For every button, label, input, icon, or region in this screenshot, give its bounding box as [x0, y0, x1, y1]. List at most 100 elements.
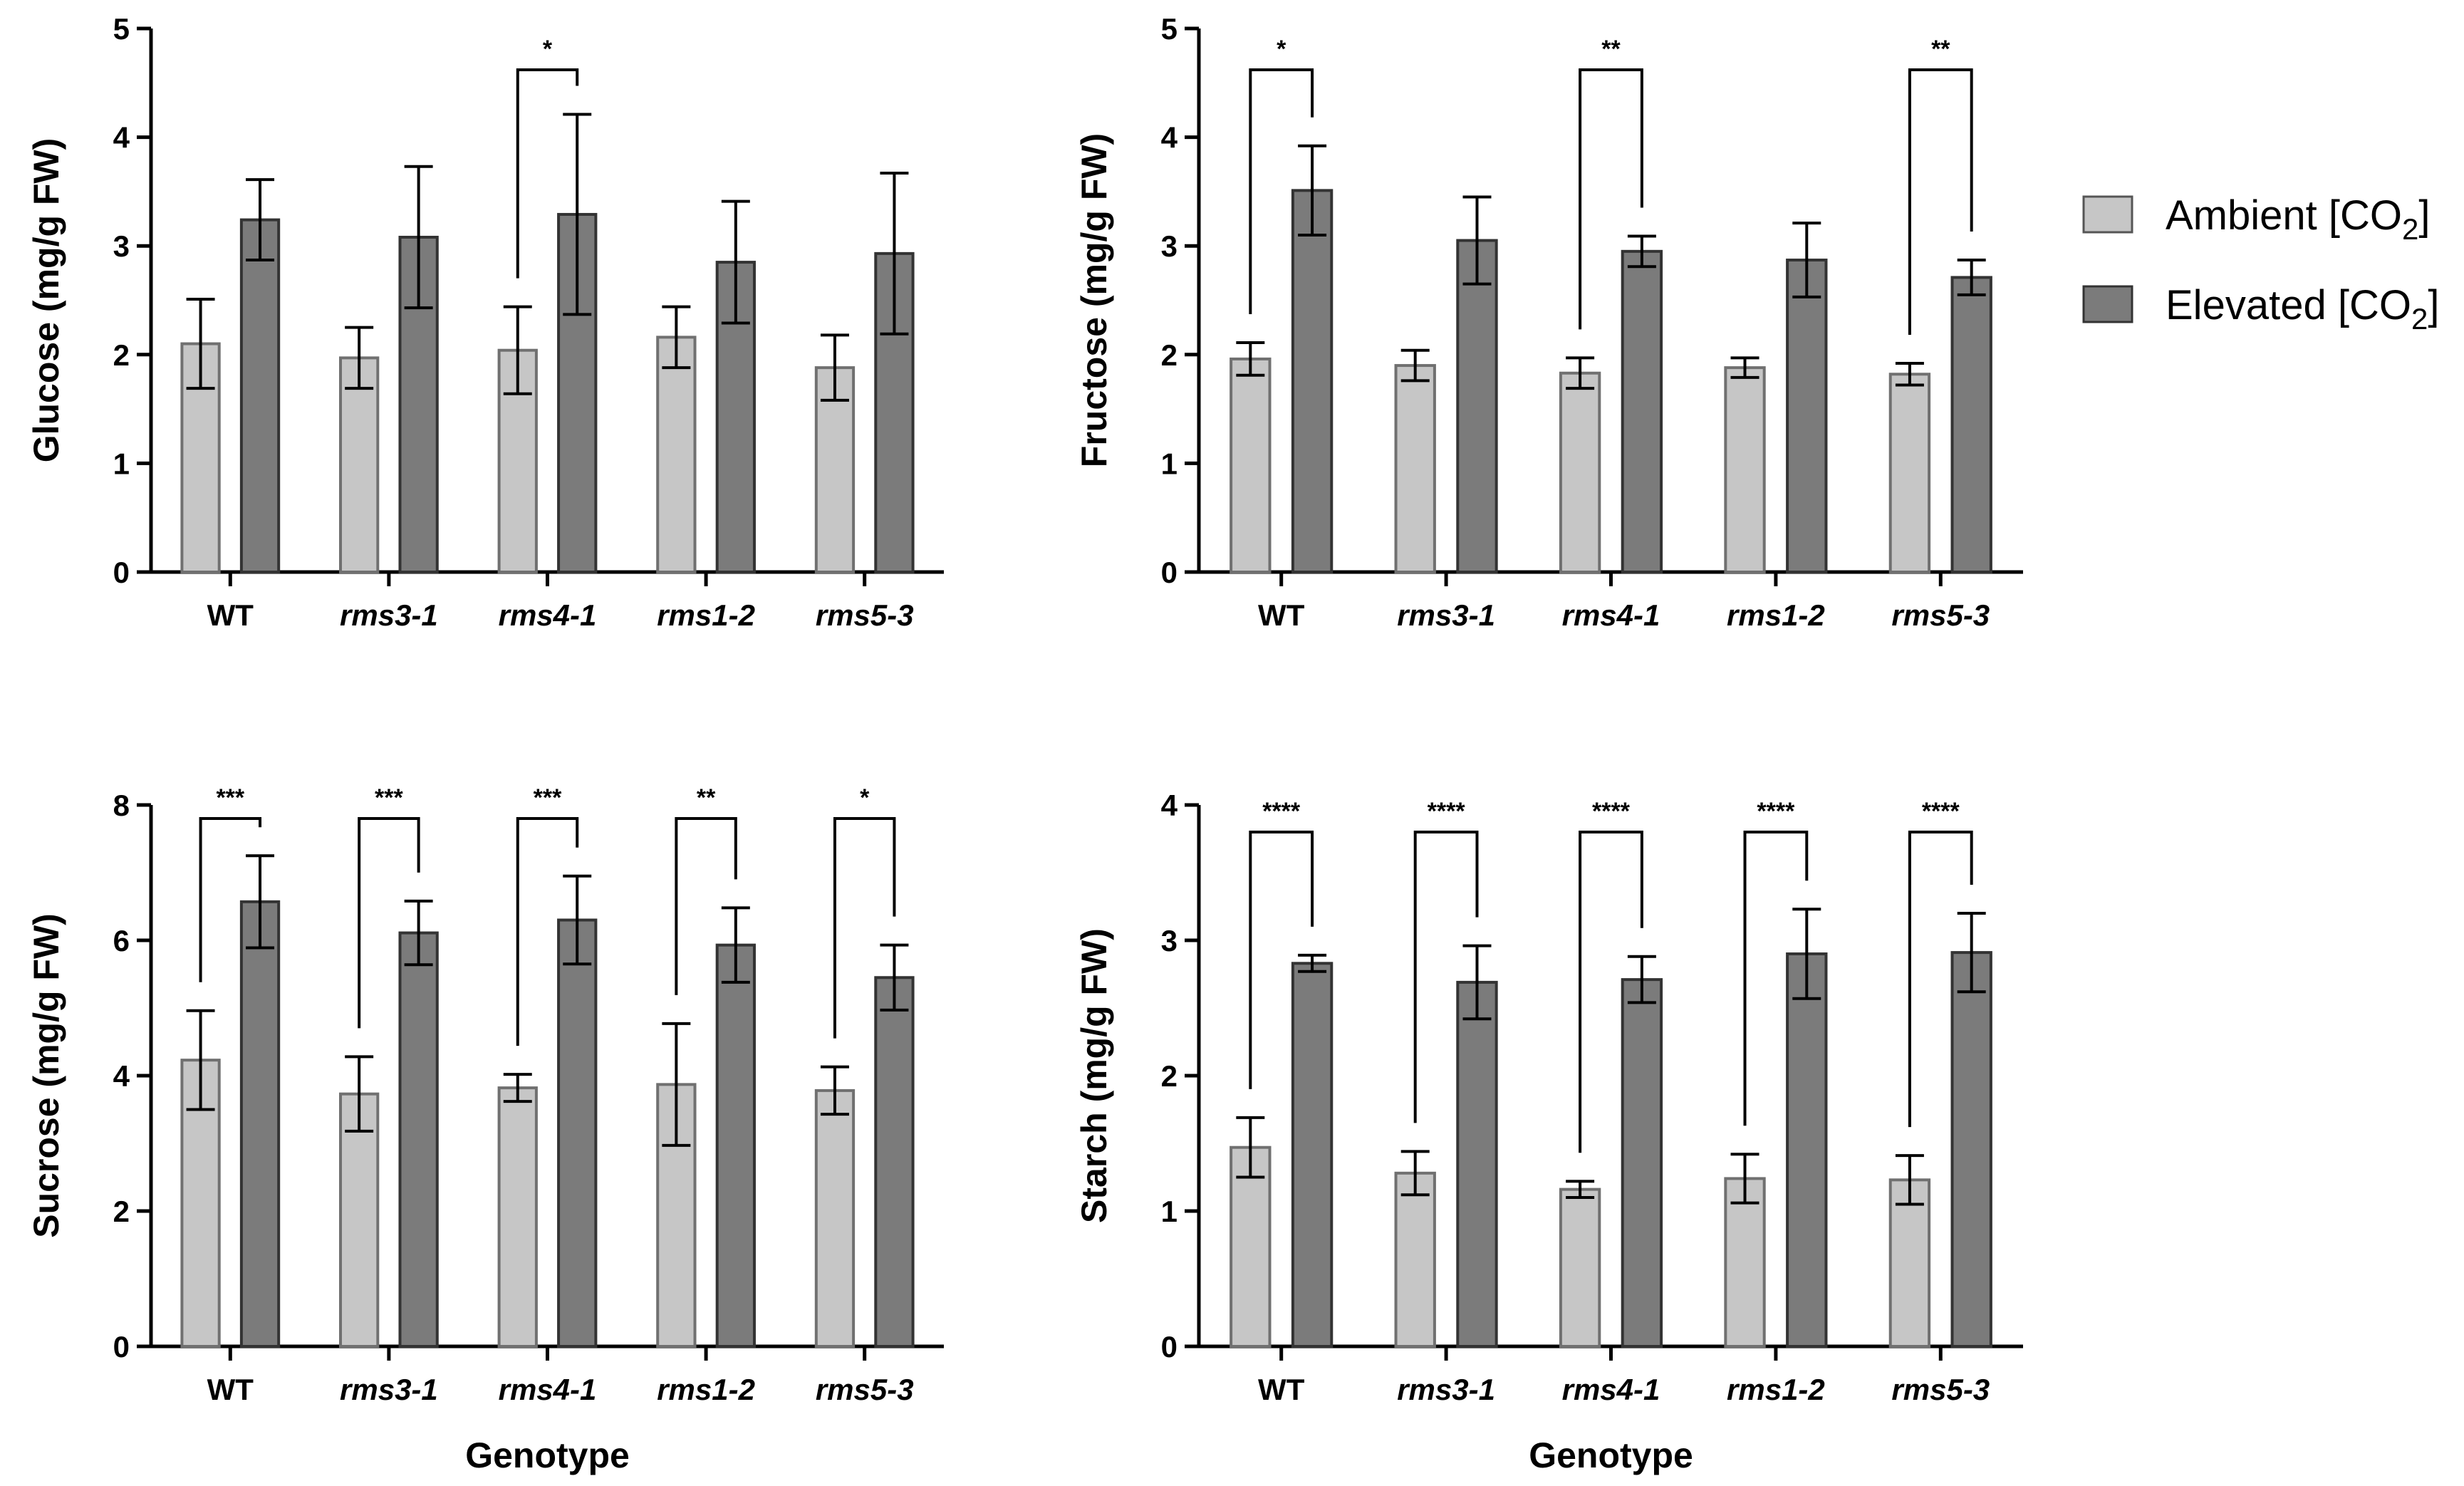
bar-elevated: [874, 976, 915, 1348]
x-tick-label: rms5-3: [1891, 1373, 1990, 1406]
y-tick-label: 5: [1161, 12, 1178, 46]
x-tick-label: WT: [1258, 1373, 1305, 1406]
bar-ambient: [1559, 371, 1601, 573]
x-tick-label: WT: [1258, 598, 1305, 632]
y-axis-label: Fructose (mg/g FW): [1074, 133, 1114, 467]
significance-label: ***: [534, 784, 562, 811]
bar-ambient: [814, 1088, 856, 1349]
x-tick-label: rms5-3: [816, 1373, 914, 1406]
significance-bracket: [1579, 831, 1643, 1153]
x-tick-label: rms3-1: [1397, 598, 1495, 632]
y-tick-label: 8: [113, 789, 130, 822]
x-tick-label: rms5-3: [816, 598, 914, 632]
bar-elevated: [239, 900, 281, 1348]
panel-starch: 0 1 2 3 4 Starch (mg/g FW) Genotype WT **** rms3-…: [1074, 789, 2023, 1475]
significance-bracket: [199, 817, 262, 982]
significance-label: ****: [1428, 798, 1466, 825]
significance-label: **: [697, 784, 716, 811]
bar-ambient: [1888, 373, 1931, 573]
legend: Ambient [CO2] Elevated [CO2]: [2082, 192, 2439, 336]
significance-bracket: [1908, 831, 1973, 1128]
significance-label: ***: [375, 784, 403, 811]
bar-elevated: [1786, 952, 1828, 1348]
y-tick-label: 2: [113, 338, 130, 372]
x-tick-label: rms4-1: [499, 1373, 597, 1406]
significance-label: ****: [1262, 798, 1301, 825]
bar-ambient: [339, 1092, 380, 1349]
bar-ambient: [1230, 357, 1272, 573]
significance-bracket: [516, 817, 579, 1046]
y-tick-label: 3: [1161, 229, 1178, 263]
significance-label: **: [1601, 36, 1621, 63]
legend-label-ambient: Ambient [CO2]: [2166, 192, 2430, 246]
significance-bracket: [358, 817, 420, 1029]
significance-label: ***: [216, 784, 244, 811]
legend-swatch-elevated: [2082, 285, 2133, 323]
bar-elevated: [1621, 978, 1663, 1348]
significance-bracket: [833, 817, 896, 1039]
bar-elevated: [1291, 189, 1334, 573]
bar-ambient: [1394, 364, 1436, 573]
y-tick-label: 3: [113, 229, 130, 263]
significance-label: *: [1277, 36, 1286, 63]
y-tick-label: 2: [1161, 338, 1178, 372]
bar-ambient: [1230, 1145, 1272, 1348]
y-tick-label: 6: [113, 924, 130, 957]
bar-ambient: [339, 356, 380, 573]
significance-bracket: [1579, 68, 1643, 330]
bar-elevated: [1456, 239, 1498, 573]
bar-ambient: [1559, 1188, 1601, 1348]
y-tick-label: 4: [113, 121, 130, 155]
bar-ambient: [1724, 366, 1766, 573]
y-tick-label: 3: [1161, 924, 1178, 957]
x-axis-title: Genotype: [465, 1435, 630, 1475]
bar-elevated: [1786, 259, 1828, 573]
y-tick-label: 4: [1161, 121, 1178, 155]
bar-elevated: [715, 943, 756, 1348]
y-tick-label: 0: [113, 1330, 130, 1363]
panel-glucose: 0 1 2 3 4 5 Glucose (mg/g FW) WT rms3-1 rms4-1 * rm…: [26, 12, 944, 632]
bar-ambient: [497, 1086, 538, 1348]
significance-bracket: [1743, 831, 1809, 1126]
bar-elevated: [398, 931, 439, 1349]
legend-swatch-ambient: [2082, 195, 2133, 234]
bar-ambient: [814, 366, 856, 573]
x-tick-label: rms1-2: [657, 598, 755, 632]
legend-label-elevated: Elevated [CO2]: [2166, 282, 2439, 336]
bar-elevated: [1950, 951, 1992, 1348]
y-axis-label: Starch (mg/g FW): [1074, 928, 1114, 1223]
x-tick-label: rms3-1: [340, 598, 438, 632]
y-tick-label: 1: [1161, 1195, 1178, 1228]
panel-fructose: 0 1 2 3 4 5 Fructose (mg/g FW) WT * rms3-1 rms4-1 *…: [1074, 12, 2023, 632]
y-tick-label: 2: [113, 1195, 130, 1228]
x-tick-label: rms3-1: [1397, 1373, 1495, 1406]
bar-ambient: [656, 336, 697, 573]
y-tick-label: 0: [1161, 1330, 1178, 1363]
bar-elevated: [1621, 249, 1663, 573]
y-tick-label: 1: [1161, 447, 1178, 480]
x-axis-title: Genotype: [1529, 1435, 1693, 1475]
significance-bracket: [1413, 831, 1479, 1123]
x-tick-label: WT: [207, 598, 254, 632]
significance-label: ****: [1922, 798, 1960, 825]
x-tick-label: rms4-1: [1562, 1373, 1660, 1406]
significance-label: ****: [1757, 798, 1795, 825]
y-axis-label: Glucose (mg/g FW): [26, 138, 66, 463]
x-tick-label: rms4-1: [499, 598, 597, 632]
panel-sucrose: 0 2 4 6 8 Sucrose (mg/g FW) Genotype WT *** rms3-…: [26, 784, 944, 1475]
bar-ambient: [1394, 1171, 1436, 1349]
x-tick-label: rms1-2: [1727, 598, 1825, 632]
x-tick-label: rms4-1: [1562, 598, 1660, 632]
bar-elevated: [239, 218, 281, 573]
y-tick-label: 0: [1161, 556, 1178, 589]
x-tick-label: rms5-3: [1891, 598, 1990, 632]
bar-elevated: [557, 918, 598, 1348]
significance-label: ****: [1592, 798, 1631, 825]
y-tick-label: 1: [113, 447, 130, 480]
x-tick-label: rms3-1: [340, 1373, 438, 1406]
y-axis-label: Sucrose (mg/g FW): [26, 913, 66, 1238]
x-tick-label: WT: [207, 1373, 254, 1406]
y-tick-label: 4: [113, 1059, 130, 1093]
y-tick-label: 4: [1161, 789, 1178, 822]
